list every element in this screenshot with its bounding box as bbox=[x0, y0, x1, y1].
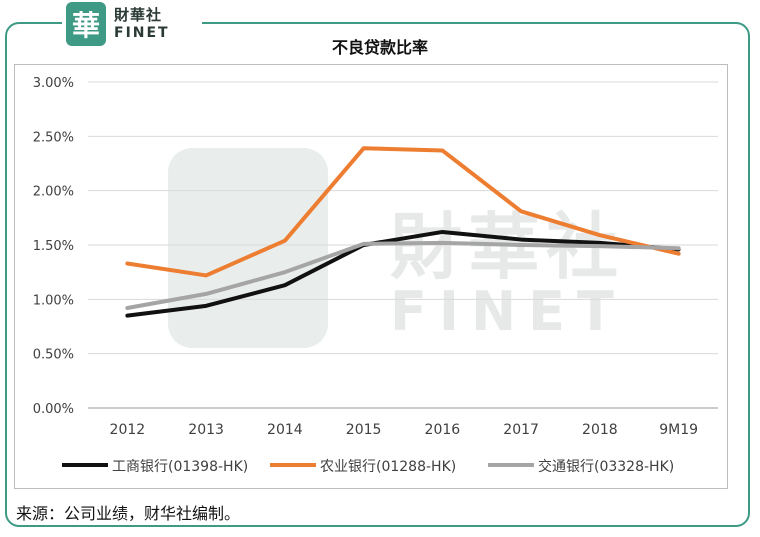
series-line-1 bbox=[125, 229, 681, 318]
series-lines bbox=[125, 146, 681, 318]
source-note: 来源：公司业绩，财华社编制。 bbox=[16, 504, 241, 523]
watermark-logo-icon bbox=[168, 148, 328, 348]
watermark-english: FINET bbox=[390, 280, 626, 343]
y-tick-label: 2.00% bbox=[33, 185, 74, 200]
y-tick-label: 0.00% bbox=[33, 402, 74, 417]
y-tick-label: 2.50% bbox=[33, 130, 74, 145]
data-point bbox=[126, 307, 128, 309]
data-point bbox=[205, 293, 207, 295]
hua-logo-icon: 華 bbox=[66, 2, 106, 46]
x-tick-label: 2017 bbox=[503, 422, 539, 438]
data-point bbox=[441, 242, 443, 244]
data-point bbox=[205, 274, 207, 276]
x-tick-label: 2014 bbox=[267, 422, 303, 438]
series-line-2 bbox=[125, 146, 681, 278]
legend-label-3: 交通银行(03328-HK) bbox=[538, 458, 674, 475]
data-point bbox=[520, 239, 522, 241]
data-point bbox=[678, 247, 680, 249]
data-point bbox=[599, 245, 601, 247]
data-point bbox=[678, 253, 680, 255]
data-point bbox=[599, 242, 601, 244]
y-tick-label: 1.50% bbox=[33, 239, 74, 254]
legend-label-2: 农业银行(01288-HK) bbox=[320, 459, 456, 475]
data-point bbox=[441, 231, 443, 233]
logo-chinese-text: 財華社 bbox=[114, 6, 163, 24]
data-point bbox=[599, 234, 601, 236]
x-axis-ticks: 2012 2013 2014 2015 2016 2017 2018 9M19 bbox=[110, 422, 698, 438]
data-point bbox=[205, 305, 207, 307]
data-point bbox=[363, 243, 365, 245]
data-point bbox=[441, 149, 443, 151]
data-point bbox=[363, 147, 365, 149]
y-axis-ticks: 0.00% 0.50% 1.00% 1.50% 2.00% 2.50% 3.00% bbox=[33, 76, 74, 417]
data-point bbox=[284, 240, 286, 242]
data-point bbox=[284, 284, 286, 286]
x-tick-label: 2013 bbox=[188, 422, 224, 438]
finet-logo: 華 財華社 FINET bbox=[62, 0, 202, 48]
data-point bbox=[520, 210, 522, 212]
x-tick-label: 2015 bbox=[346, 422, 382, 438]
legend: 工商银行(01398-HK) 农业银行(01288-HK) 交通银行(03328-H… bbox=[62, 458, 674, 475]
x-tick-label: 9M19 bbox=[659, 422, 698, 438]
chart-frame bbox=[5, 22, 750, 527]
y-tick-label: 0.50% bbox=[33, 348, 74, 363]
y-tick-label: 3.00% bbox=[33, 76, 74, 91]
x-tick-label: 2012 bbox=[110, 422, 146, 438]
data-point bbox=[284, 271, 286, 273]
x-tick-label: 2018 bbox=[582, 422, 618, 438]
x-tick-label: 2016 bbox=[425, 422, 461, 438]
series-line-3 bbox=[125, 240, 681, 311]
data-point bbox=[520, 244, 522, 246]
legend-label-1: 工商银行(01398-HK) bbox=[112, 459, 248, 475]
data-point bbox=[126, 315, 128, 317]
data-point bbox=[126, 262, 128, 264]
y-tick-label: 1.00% bbox=[33, 293, 74, 308]
logo-english-text: FINET bbox=[114, 25, 170, 41]
plot-area-border bbox=[14, 64, 728, 489]
chart-title: 不良贷款比率 bbox=[331, 38, 428, 57]
